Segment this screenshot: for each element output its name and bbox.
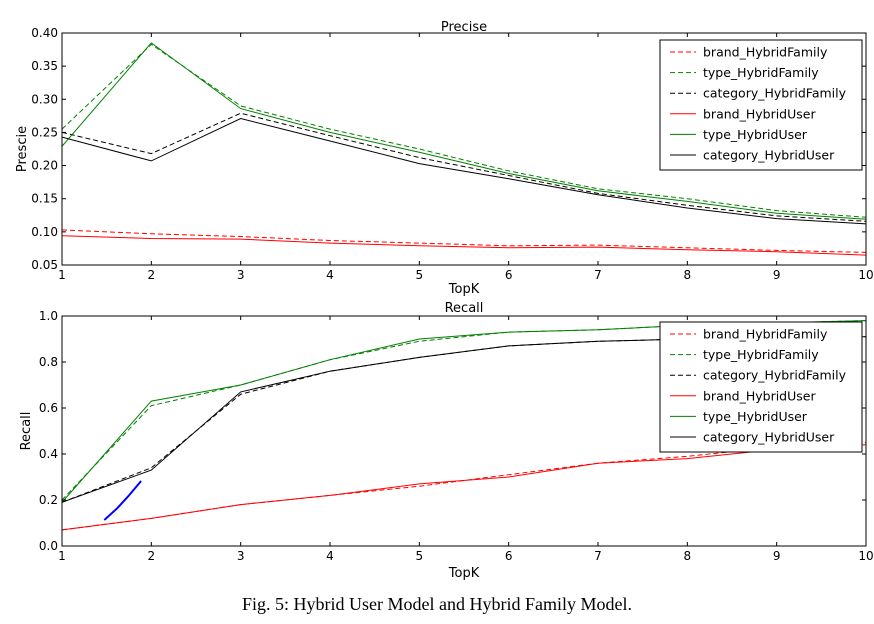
- y-axis-label: Prescie: [15, 126, 30, 172]
- figure-caption: Fig. 5: Hybrid User Model and Hybrid Fam…: [242, 594, 632, 614]
- x-tick-label: 1: [58, 549, 66, 563]
- legend-label: brand_HybridUser: [703, 106, 816, 121]
- legend-label: category_HybridFamily: [703, 368, 847, 383]
- x-tick-label: 8: [684, 549, 692, 563]
- x-tick-label: 10: [858, 268, 873, 282]
- x-tick-label: 8: [684, 268, 692, 282]
- series-line-brand_HybridUser: [62, 444, 866, 531]
- y-tick-label: 0.05: [31, 258, 58, 272]
- x-tick-label: 2: [148, 549, 156, 563]
- y-tick-label: 0.20: [31, 159, 58, 173]
- legend-label: brand_HybridFamily: [703, 327, 828, 342]
- y-tick-label: 0.10: [31, 225, 58, 239]
- legend-label: brand_HybridFamily: [703, 45, 828, 60]
- x-tick-label: 9: [773, 549, 781, 563]
- legend-label: category_HybridUser: [703, 430, 835, 445]
- x-tick-label: 7: [594, 268, 602, 282]
- x-axis-label: TopK: [448, 566, 480, 581]
- y-tick-label: 0.25: [31, 125, 58, 139]
- x-axis-label: TopK: [448, 282, 480, 297]
- x-tick-label: 4: [326, 268, 334, 282]
- recall-chart: Recall 1 2 3 4 5 6 7 8 9 10 0.0 0.2 0.4 0.6 0.8 1.0 TopK R…: [19, 301, 874, 581]
- legend-label: type_HybridFamily: [703, 347, 819, 362]
- y-axis-label: Recall: [19, 412, 34, 451]
- chart-title: Precise: [441, 20, 487, 35]
- y-tick-label: 0.4: [39, 447, 58, 461]
- plot-frame: [61, 32, 867, 266]
- series-lines: [62, 42, 866, 256]
- y-tick-label: 0.40: [31, 26, 58, 40]
- y-tick-label: 1.0: [39, 309, 58, 323]
- series-line-category_HybridFamily: [62, 112, 866, 222]
- chart-title: Recall: [445, 301, 484, 316]
- x-tick-label: 1: [58, 268, 66, 282]
- y-tick-label: 0.6: [39, 401, 58, 415]
- legend-box: [659, 321, 863, 453]
- legend-label: type_HybridFamily: [703, 65, 819, 80]
- x-tick-label: 3: [237, 268, 245, 282]
- legend-box: [659, 39, 863, 171]
- legend-label: category_HybridUser: [703, 148, 835, 163]
- x-tick-label: 5: [416, 549, 424, 563]
- y-tick-label: 0.15: [31, 192, 58, 206]
- y-tick-label: 0.35: [31, 59, 58, 73]
- x-tick-label: 10: [858, 549, 873, 563]
- y-tick-label: 0.2: [39, 493, 58, 507]
- legend-label: category_HybridFamily: [703, 86, 847, 101]
- precision-chart: Precise 1 2 3 4 5 6 7 8 9 10 0.05 0.10 0.15 0.20 0.25 0.…: [15, 20, 874, 297]
- legend-label: type_HybridUser: [703, 409, 808, 424]
- y-tick-label: 0.8: [39, 355, 58, 369]
- x-tick-label: 7: [594, 549, 602, 563]
- x-tick-label: 6: [505, 549, 513, 563]
- annotation-stroke: [103, 480, 142, 521]
- legend-label: type_HybridUser: [703, 127, 808, 142]
- series-line-category_HybridUser: [62, 117, 866, 225]
- legend-label: brand_HybridUser: [703, 388, 816, 403]
- x-tick-label: 6: [505, 268, 513, 282]
- y-tick-label: 0.30: [31, 92, 58, 106]
- x-tick-label: 5: [416, 268, 424, 282]
- plot-frame: [61, 315, 867, 547]
- x-tick-label: 9: [773, 268, 781, 282]
- series-line-brand_HybridFamily: [62, 229, 866, 253]
- series-line-brand_HybridUser: [62, 235, 866, 256]
- series-line-type_HybridFamily: [62, 320, 866, 501]
- series-line-type_HybridFamily: [62, 43, 866, 218]
- x-tick-label: 3: [237, 549, 245, 563]
- legend: brand_HybridFamily type_HybridFamilycateg…: [659, 321, 863, 453]
- x-tick-label: 2: [148, 268, 156, 282]
- series-line-type_HybridUser: [62, 42, 866, 220]
- legend: brand_HybridFamily type_HybridFamilycateg…: [659, 39, 863, 171]
- series-line-brand_HybridFamily: [62, 442, 866, 531]
- x-tick-label: 4: [326, 549, 334, 563]
- y-tick-label: 0.0: [39, 539, 58, 553]
